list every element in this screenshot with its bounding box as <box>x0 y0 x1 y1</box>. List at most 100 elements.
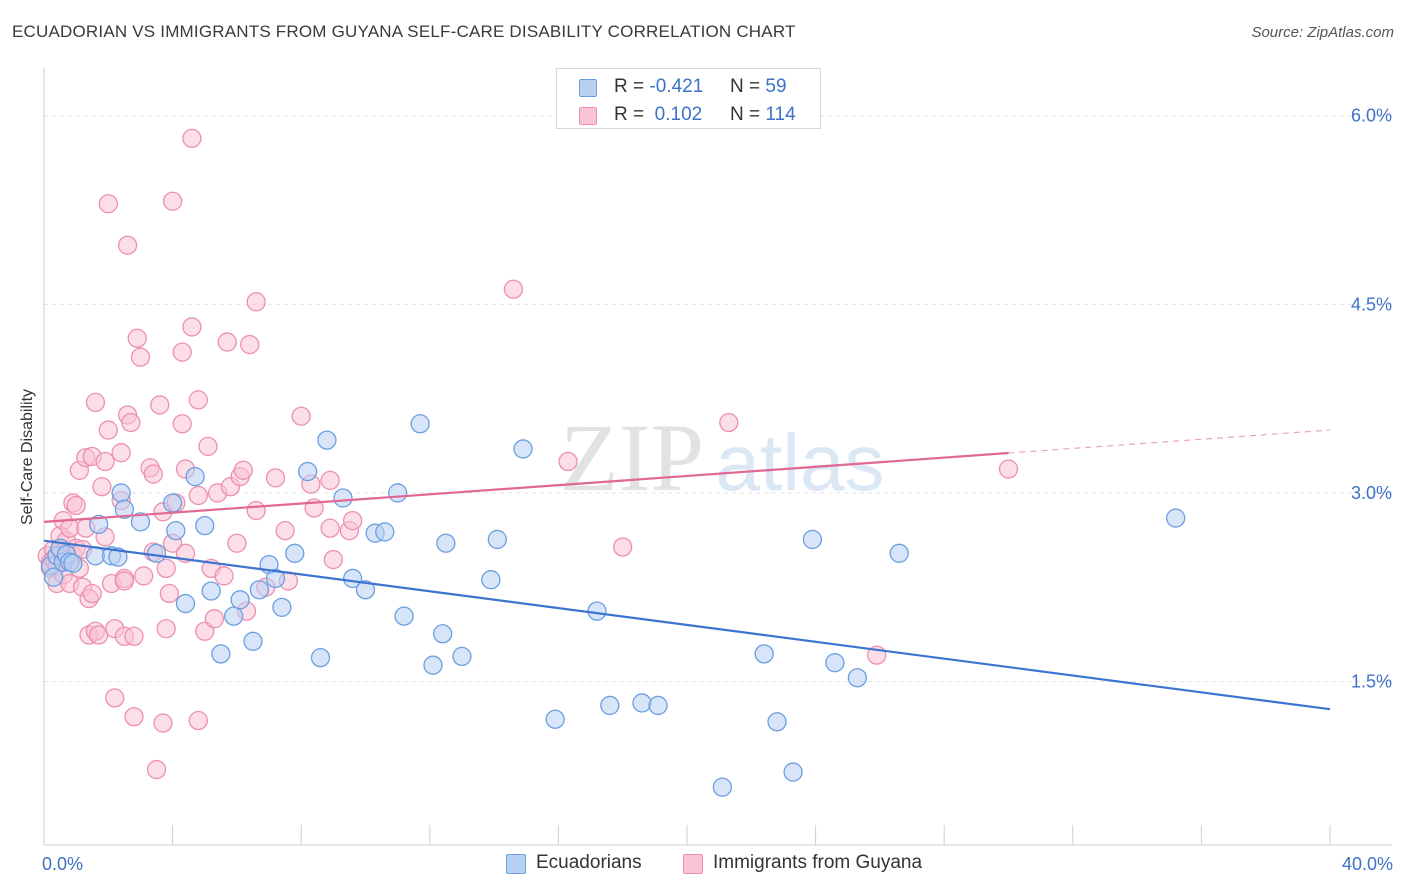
r-value: -0.421 <box>649 76 704 97</box>
point-guyana-51 <box>130 347 151 367</box>
point-guyana-98 <box>320 518 340 538</box>
point-guyana-66 <box>172 342 192 362</box>
x-tick-label-max: 40.0% <box>1342 854 1393 874</box>
n-stat: N = 114 <box>730 104 796 125</box>
point-ecuadorians-50 <box>587 601 607 621</box>
point-guyana-70 <box>182 317 202 337</box>
watermark-zip: ZIP <box>560 404 704 511</box>
point-guyana-31 <box>89 625 109 645</box>
source-credit: Source: ZipAtlas.com <box>1251 24 1394 41</box>
point-ecuadorians-45 <box>452 646 472 667</box>
point-ecuadorians-13 <box>114 499 135 519</box>
x-tick-label-min: 0.0% <box>42 854 83 874</box>
point-guyana-105 <box>719 412 739 433</box>
point-ecuadorians-25 <box>243 631 263 651</box>
point-guyana-104 <box>613 537 633 557</box>
point-ecuadorians-14 <box>130 512 151 532</box>
point-ecuadorians-8 <box>85 546 106 566</box>
point-guyana-54 <box>143 464 163 484</box>
point-guyana-88 <box>246 292 266 312</box>
point-guyana-97 <box>320 470 340 491</box>
point-ecuadorians-15 <box>146 543 167 563</box>
point-ecuadorians-34 <box>333 488 353 508</box>
point-ecuadorians-22 <box>211 644 231 664</box>
point-ecuadorians-43 <box>433 624 453 644</box>
point-ecuadorians-19 <box>185 466 205 487</box>
point-guyana-85 <box>233 460 253 480</box>
point-guyana-47 <box>121 412 141 433</box>
point-guyana-59 <box>153 713 173 733</box>
point-guyana-41 <box>111 443 131 463</box>
trend-line-guyana <box>43 451 1009 523</box>
point-ecuadorians-28 <box>265 568 286 589</box>
point-guyana-35 <box>98 420 118 440</box>
y-tick-label-2: 4.5% <box>1351 294 1392 314</box>
trend-line-ecuadorians <box>43 539 1331 711</box>
point-guyana-80 <box>214 566 234 586</box>
y-tick-label-3: 6.0% <box>1351 106 1392 126</box>
point-ecuadorians-18 <box>175 593 196 614</box>
point-guyana-81 <box>217 332 237 352</box>
point-ecuadorians-26 <box>249 580 270 600</box>
point-ecuadorians-1 <box>43 567 64 587</box>
point-guyana-60 <box>156 558 176 579</box>
trend-line-guyana-extension <box>1008 429 1331 454</box>
n-stat: N = 59 <box>730 76 787 97</box>
point-ecuadorians-24 <box>230 590 250 610</box>
point-guyana-57 <box>150 395 170 415</box>
point-ecuadorians-11 <box>108 547 128 567</box>
point-guyana-46 <box>117 235 138 255</box>
point-ecuadorians-38 <box>375 522 395 542</box>
y-tick-label-1: 3.0% <box>1351 483 1392 503</box>
point-ecuadorians-47 <box>487 529 507 550</box>
point-ecuadorians-41 <box>410 414 430 434</box>
swatch-ecuadorians <box>579 79 597 97</box>
legend-swatch-guyana <box>683 854 703 874</box>
point-ecuadorians-30 <box>285 543 305 563</box>
point-guyana-49 <box>124 626 144 646</box>
point-guyana-99 <box>323 549 344 570</box>
r-stat: R = -0.421 <box>614 76 704 97</box>
point-guyana-94 <box>291 406 311 426</box>
n-value: 59 <box>765 76 787 97</box>
point-ecuadorians-62 <box>1166 508 1186 528</box>
point-guyana-107 <box>998 459 1019 479</box>
point-guyana-28 <box>82 583 102 604</box>
point-guyana-101 <box>342 510 363 531</box>
correlation-legend: R = -0.421 N = 59 R = 0.102 N = 114 <box>556 68 821 129</box>
point-guyana-50 <box>127 328 147 348</box>
point-ecuadorians-12 <box>111 483 131 503</box>
point-ecuadorians-21 <box>201 581 221 601</box>
point-guyana-67 <box>172 414 192 434</box>
point-guyana-52 <box>134 566 154 586</box>
point-ecuadorians-29 <box>272 597 292 618</box>
chart-title: ECUADORIAN VS IMMIGRANTS FROM GUYANA SEL… <box>12 22 796 41</box>
point-ecuadorians-61 <box>889 543 909 563</box>
legend-label-ecuadorians: Ecuadorians <box>536 852 642 873</box>
point-guyana-56 <box>146 759 167 780</box>
point-ecuadorians-48 <box>513 439 533 459</box>
legend-label-guyana: Immigrants from Guyana <box>713 852 923 873</box>
point-guyana-61 <box>156 619 176 639</box>
point-ecuadorians-7 <box>63 553 83 573</box>
axes <box>43 68 1392 846</box>
point-ecuadorians-54 <box>712 777 733 797</box>
point-guyana-48 <box>124 707 144 727</box>
point-ecuadorians-55 <box>754 644 774 664</box>
point-ecuadorians-20 <box>195 515 215 536</box>
point-guyana-89 <box>246 500 266 521</box>
point-ecuadorians-56 <box>767 712 787 732</box>
point-guyana-71 <box>182 128 202 149</box>
point-guyana-72 <box>188 485 208 506</box>
point-ecuadorians-46 <box>481 570 501 590</box>
point-guyana-62 <box>159 583 180 604</box>
point-ecuadorians-23 <box>224 606 244 626</box>
point-guyana-29 <box>85 392 106 413</box>
x-tick-labels: 0.0% 40.0% <box>42 854 1393 874</box>
point-ecuadorians-31 <box>297 461 318 482</box>
point-ecuadorians-32 <box>310 648 331 668</box>
point-guyana-76 <box>198 436 218 457</box>
point-ecuadorians-44 <box>436 533 456 553</box>
r-stat: R = 0.102 <box>614 104 703 125</box>
